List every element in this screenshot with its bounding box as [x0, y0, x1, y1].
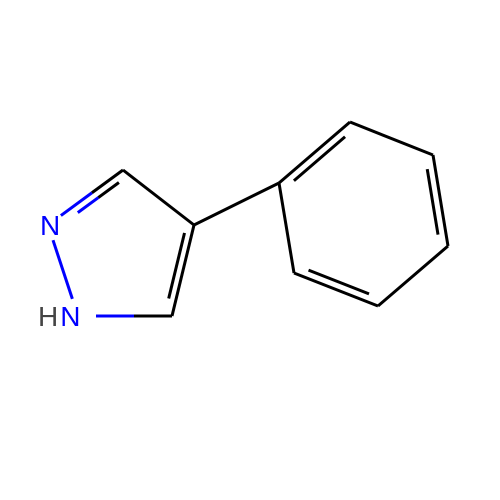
atom-label-n1: HN: [38, 301, 80, 332]
molecule-diagram: HN N: [0, 0, 500, 500]
atom-label-n2: N: [40, 210, 60, 241]
